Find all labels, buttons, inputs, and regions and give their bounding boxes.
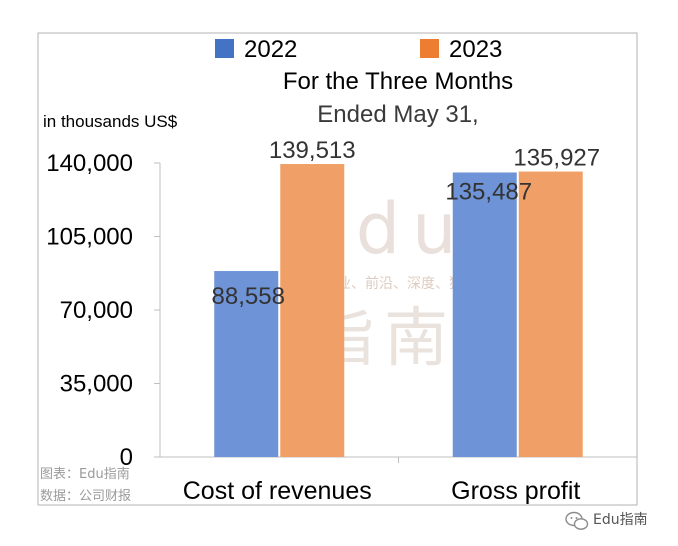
y-tick-label: 70,000 <box>60 297 133 324</box>
legend-swatch-2022 <box>215 39 234 58</box>
y-tick-label: 105,000 <box>46 224 133 251</box>
y-tick-label: 0 <box>120 444 133 471</box>
wechat-credit: Edu指南 <box>593 512 648 528</box>
chart-title-line-2: Ended May 31, <box>317 101 478 128</box>
legend-label-2023: 2023 <box>449 36 502 63</box>
data-label: 139,513 <box>269 137 356 164</box>
legend-swatch-2023 <box>420 39 439 58</box>
axes: 0 35,000 70,000 105,000 140,000 Cost of reven… <box>46 150 637 505</box>
bar-2022-2 <box>452 172 517 457</box>
data-labels: 88,558 139,513 135,487 135,927 <box>212 137 601 310</box>
data-label: 135,487 <box>445 178 532 205</box>
source-note-data: 数据：公司财报 <box>40 489 131 504</box>
data-label: 88,558 <box>212 283 285 310</box>
bar-2022-1 <box>214 271 279 457</box>
legend-label-2022: 2022 <box>244 36 297 63</box>
bar-2023-2 <box>518 171 583 458</box>
source-note-chart: 图表：Edu指南 <box>40 466 130 482</box>
y-tick-label: 140,000 <box>46 150 133 177</box>
bar-2023-1 <box>280 164 345 457</box>
wechat-icon <box>565 511 589 530</box>
bars <box>214 164 583 458</box>
x-category-label: Cost of revenues <box>183 477 372 505</box>
chart-title-line-1: For the Three Months <box>283 68 513 95</box>
x-category-label: Gross profit <box>451 477 580 505</box>
y-tick-label: 35,000 <box>60 371 133 398</box>
y-axis-label: in thousands US$ <box>43 112 178 131</box>
data-label: 135,927 <box>513 145 600 172</box>
